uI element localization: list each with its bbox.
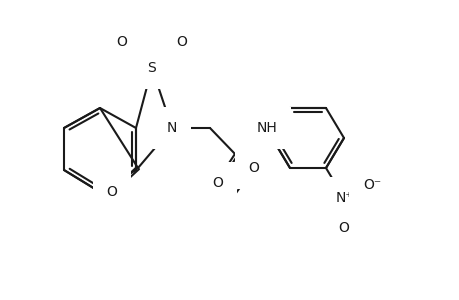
Text: NH: NH <box>256 121 277 135</box>
Text: O: O <box>338 221 349 235</box>
Text: N⁺: N⁺ <box>335 191 352 205</box>
Text: O⁻: O⁻ <box>362 178 381 192</box>
Text: O: O <box>116 35 127 49</box>
Text: O: O <box>176 35 187 49</box>
Text: O: O <box>106 185 117 199</box>
Text: O: O <box>212 176 223 190</box>
Text: O: O <box>248 161 259 175</box>
Text: S: S <box>147 61 156 75</box>
Text: N: N <box>167 121 177 135</box>
